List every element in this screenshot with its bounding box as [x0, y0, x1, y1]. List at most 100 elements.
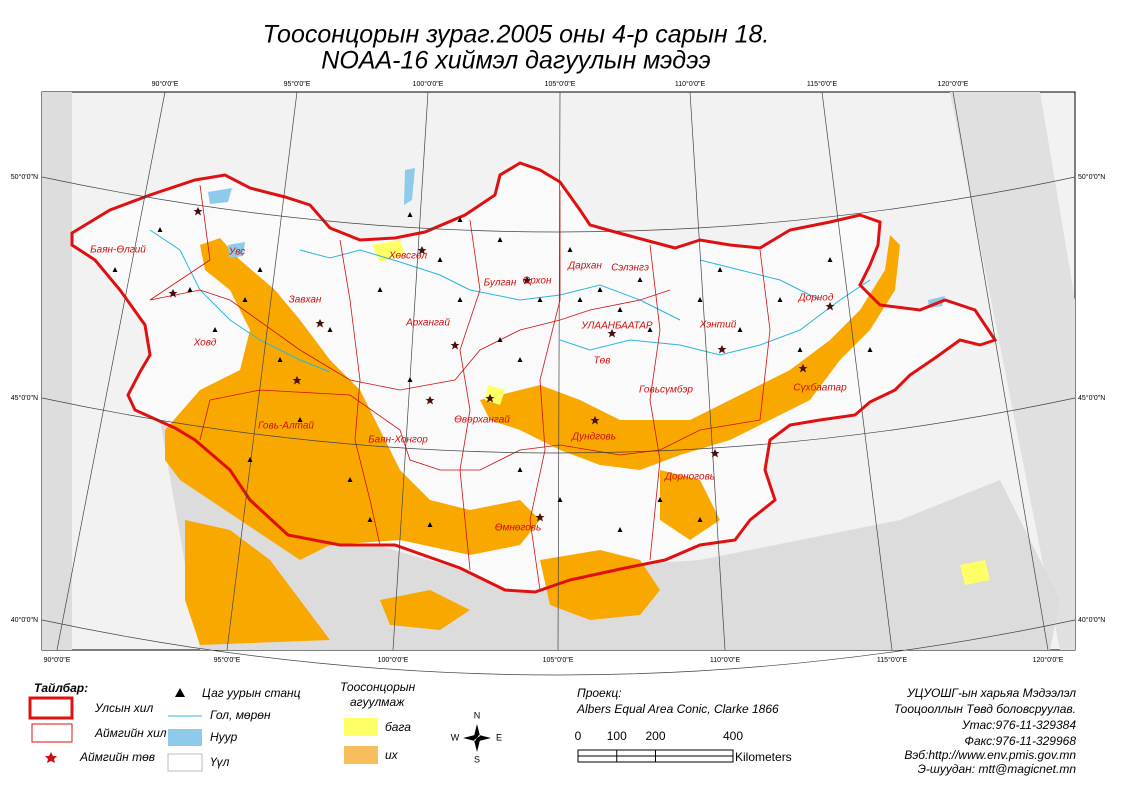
station — [407, 377, 413, 382]
title-line: Тоосонцорын зураг.2005 оны 4-р сарын 18. — [263, 21, 770, 49]
dust-patch — [960, 560, 990, 585]
station — [187, 287, 193, 292]
legend-swatch — [28, 696, 74, 720]
lake — [228, 242, 245, 258]
province-label: Сэлэнгэ — [611, 263, 649, 274]
station — [517, 357, 523, 362]
graticule-label: 120°0'0"E — [938, 80, 969, 88]
scale-tick-label: 0 — [575, 729, 582, 743]
legend-label: Улсын хил — [94, 701, 153, 715]
aimag-center — [825, 302, 835, 311]
meridian — [557, 91, 561, 651]
province-border — [339, 239, 381, 546]
meridian — [56, 91, 166, 651]
scale-tick-label: 100 — [607, 729, 627, 743]
title-line: NOAA-16 хиймэл дагуулын мэдээ — [321, 47, 710, 75]
graticule-label: 110°0'0"E — [710, 656, 741, 664]
legend-symbol — [45, 752, 57, 763]
scale-tick-label: 400 — [723, 729, 743, 743]
credit-line: Э-шуудан: mtt@magicnet.mn — [918, 762, 1077, 776]
credits: УЦУОШГ-ын харьяа Мэдээлэл Тооцооллын Төв… — [894, 686, 1077, 776]
province-border — [459, 219, 481, 571]
graticule — [41, 91, 1076, 676]
river — [559, 279, 871, 356]
aimag-center — [798, 364, 808, 373]
station — [647, 327, 653, 332]
province-label: Ховд — [193, 338, 217, 349]
labels: 90°0'0"E 95°0'0"E 100°0'0"E 105°0'0"E 110°0'… — [11, 80, 1106, 664]
aimag-center — [292, 376, 302, 385]
station — [827, 257, 833, 262]
station — [717, 267, 723, 272]
province-border — [649, 244, 661, 561]
meridian — [392, 91, 429, 651]
province-label: УЛААНБААТАР — [580, 321, 653, 332]
dust-patch — [380, 590, 470, 630]
meridian — [689, 91, 726, 651]
province-border — [209, 389, 761, 471]
graticule-label: 40°0'0"N — [1078, 616, 1105, 624]
province-label: Баян-Хонгор — [368, 435, 428, 446]
province-label: Өвөрхангай — [454, 415, 510, 426]
terrain — [42, 92, 72, 650]
station — [777, 297, 783, 302]
station — [437, 257, 443, 262]
station — [377, 287, 383, 292]
compass-label: N — [474, 710, 481, 720]
legend-label: Нуур — [210, 730, 238, 744]
station — [657, 497, 663, 502]
aimag-center — [522, 276, 532, 285]
station — [157, 227, 163, 232]
stations — [112, 207, 873, 532]
graticule-label: 100°0'0"E — [413, 80, 444, 88]
province-border — [149, 289, 671, 391]
station — [697, 517, 703, 522]
map-area — [41, 91, 1076, 676]
dust-patch — [480, 235, 900, 470]
province-label: Төв — [594, 356, 611, 367]
credit-line: Вэб:http://www.env.pmis.gov.mn — [904, 748, 1076, 762]
aimag-center — [425, 396, 435, 405]
graticule-label: 50°0'0"N — [1078, 173, 1105, 181]
station — [497, 237, 503, 242]
legend-label: Аймгийн төв — [79, 750, 155, 764]
station — [407, 212, 413, 217]
parallel — [41, 397, 1076, 454]
scale-unit: Kilometers — [735, 750, 792, 764]
station — [597, 287, 603, 292]
scale-bar: Kilometers 0 100 200 400 — [575, 729, 792, 764]
meridian — [226, 91, 298, 651]
province-label: Дархан — [567, 261, 602, 272]
province-label: Өмнөговь — [495, 523, 542, 534]
province-borders — [149, 184, 771, 591]
legend-label: Гол, мөрөн — [210, 708, 271, 722]
station — [867, 347, 873, 352]
legend-swatch — [344, 718, 378, 736]
station — [112, 267, 118, 272]
terrain — [160, 420, 1060, 650]
graticule-label: 115°0'0"E — [807, 80, 838, 88]
lake — [208, 188, 232, 204]
legend-symbol — [175, 688, 185, 697]
legend-label: бага — [385, 720, 411, 734]
station — [212, 327, 218, 332]
lake — [404, 168, 415, 205]
station — [617, 307, 623, 312]
graticule-label: 45°0'0"N — [11, 394, 38, 402]
legend: Тайлбар: Улсын хил Аймгийн хил Аймгийн т… — [28, 680, 416, 772]
province-label: Сүхбаатар — [793, 382, 847, 394]
dust-high — [165, 235, 900, 645]
graticule-label: 95°0'0"E — [214, 656, 241, 664]
province-label: Баян-Өлгий — [90, 245, 146, 256]
province-label: Говьсүмбэр — [639, 384, 693, 396]
dust-patch — [660, 470, 720, 540]
province-border — [529, 190, 561, 591]
province-label: Булган — [484, 278, 517, 289]
province-label: Орхон — [523, 276, 552, 287]
credit-line: УЦУОШГ-ын харьяа Мэдээлэл — [906, 686, 1076, 700]
graticule-label: 40°0'0"N — [11, 616, 38, 624]
province-label: Хөвсгөл — [388, 251, 428, 262]
station — [517, 467, 523, 472]
aimag-center — [168, 289, 178, 298]
station — [457, 217, 463, 222]
